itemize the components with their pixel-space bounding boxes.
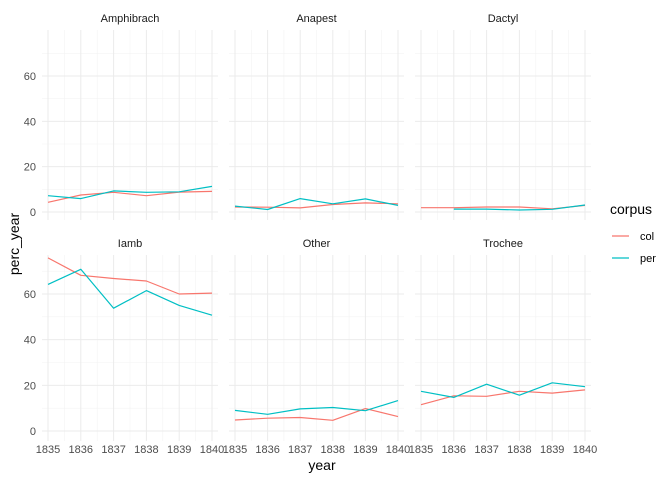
- series-line-per: [47, 185, 213, 200]
- y-tick-label: 20: [24, 380, 36, 392]
- panel-iamb: Iamb 0 20 40 60 1835 1836 1837 1838 1839 1840: [24, 238, 224, 456]
- x-tick-label: 1838: [507, 444, 531, 456]
- x-tick-label: 1835: [409, 444, 433, 456]
- panel-title: Anapest: [296, 13, 336, 25]
- panel-title: Amphibrach: [101, 13, 160, 25]
- panel-anapest: Anapest: [229, 13, 404, 220]
- series-line-col: [234, 408, 399, 421]
- series-line-per: [420, 382, 586, 398]
- panel-title: Dactyl: [488, 13, 519, 25]
- legend-item-col: col: [612, 231, 654, 243]
- y-tick-label: 60: [24, 71, 36, 83]
- x-tick-label: 1839: [167, 444, 191, 456]
- y-tick-label: 40: [24, 335, 36, 347]
- y-tick-label: 0: [30, 207, 36, 219]
- x-tick-label: 1840: [386, 444, 410, 456]
- legend-items: col per: [612, 231, 656, 265]
- x-tick-label: 1840: [200, 444, 224, 456]
- x-tick-label: 1835: [223, 444, 247, 456]
- series-line-per: [234, 400, 399, 415]
- legend-title: corpus: [610, 201, 652, 217]
- x-tick-label: 1837: [474, 444, 498, 456]
- panel-dactyl: Dactyl: [415, 13, 591, 220]
- legend-label: per: [640, 253, 656, 265]
- y-tick-label: 0: [30, 426, 36, 438]
- panel-amphibrach: Amphibrach 0 20 40 60: [24, 13, 218, 220]
- x-tick-label: 1836: [255, 444, 279, 456]
- panel-trochee: Trochee 1835 1836 1837 1838 1839 1840: [409, 238, 597, 456]
- x-axis-title: year: [308, 457, 336, 473]
- x-tick-label: 1840: [573, 444, 597, 456]
- series-line-col: [420, 389, 586, 406]
- x-tick-label: 1838: [321, 444, 345, 456]
- y-tick-label: 60: [24, 289, 36, 301]
- legend-label: col: [640, 231, 654, 243]
- y-tick-label: 20: [24, 162, 36, 174]
- series-line-per: [234, 198, 399, 211]
- panel-other: Other 1835 1836 1837 1838 1839 1840: [223, 238, 410, 456]
- x-tick-label: 1837: [288, 444, 312, 456]
- legend-item-per: per: [612, 253, 656, 265]
- x-tick-label: 1837: [101, 444, 125, 456]
- y-tick-label: 40: [24, 116, 36, 128]
- panel-title: Other: [303, 238, 331, 250]
- legend: corpus col per: [610, 201, 656, 265]
- x-tick-label: 1836: [69, 444, 93, 456]
- y-axis-title: perc_year: [6, 213, 22, 276]
- x-tick-label: 1839: [540, 444, 564, 456]
- series-line-per: [453, 204, 586, 211]
- x-tick-label: 1835: [36, 444, 60, 456]
- series-line-col: [234, 202, 399, 209]
- panels-layer: Amphibrach 0 20 40 60 Anapest Dactyl Iamb 0 20 40 6…: [24, 13, 597, 456]
- panel-title: Iamb: [118, 238, 142, 250]
- series-line-col: [47, 190, 213, 203]
- x-tick-label: 1836: [442, 444, 466, 456]
- panel-title: Trochee: [483, 238, 523, 250]
- x-tick-label: 1838: [134, 444, 158, 456]
- series-line-per: [47, 268, 213, 316]
- x-tick-label: 1839: [353, 444, 377, 456]
